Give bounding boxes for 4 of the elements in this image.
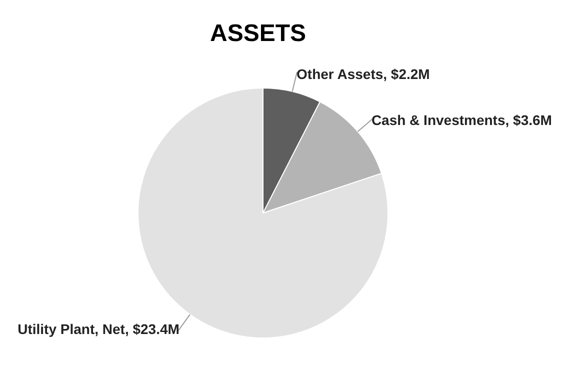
chart-title: ASSETS	[208, 20, 308, 48]
slice-label: Utility Plant, Net, $23.4M	[18, 321, 180, 338]
slice-label: Cash & Investments, $3.6M	[371, 112, 552, 128]
slice-label: Other Assets, $2.2M	[296, 66, 430, 82]
